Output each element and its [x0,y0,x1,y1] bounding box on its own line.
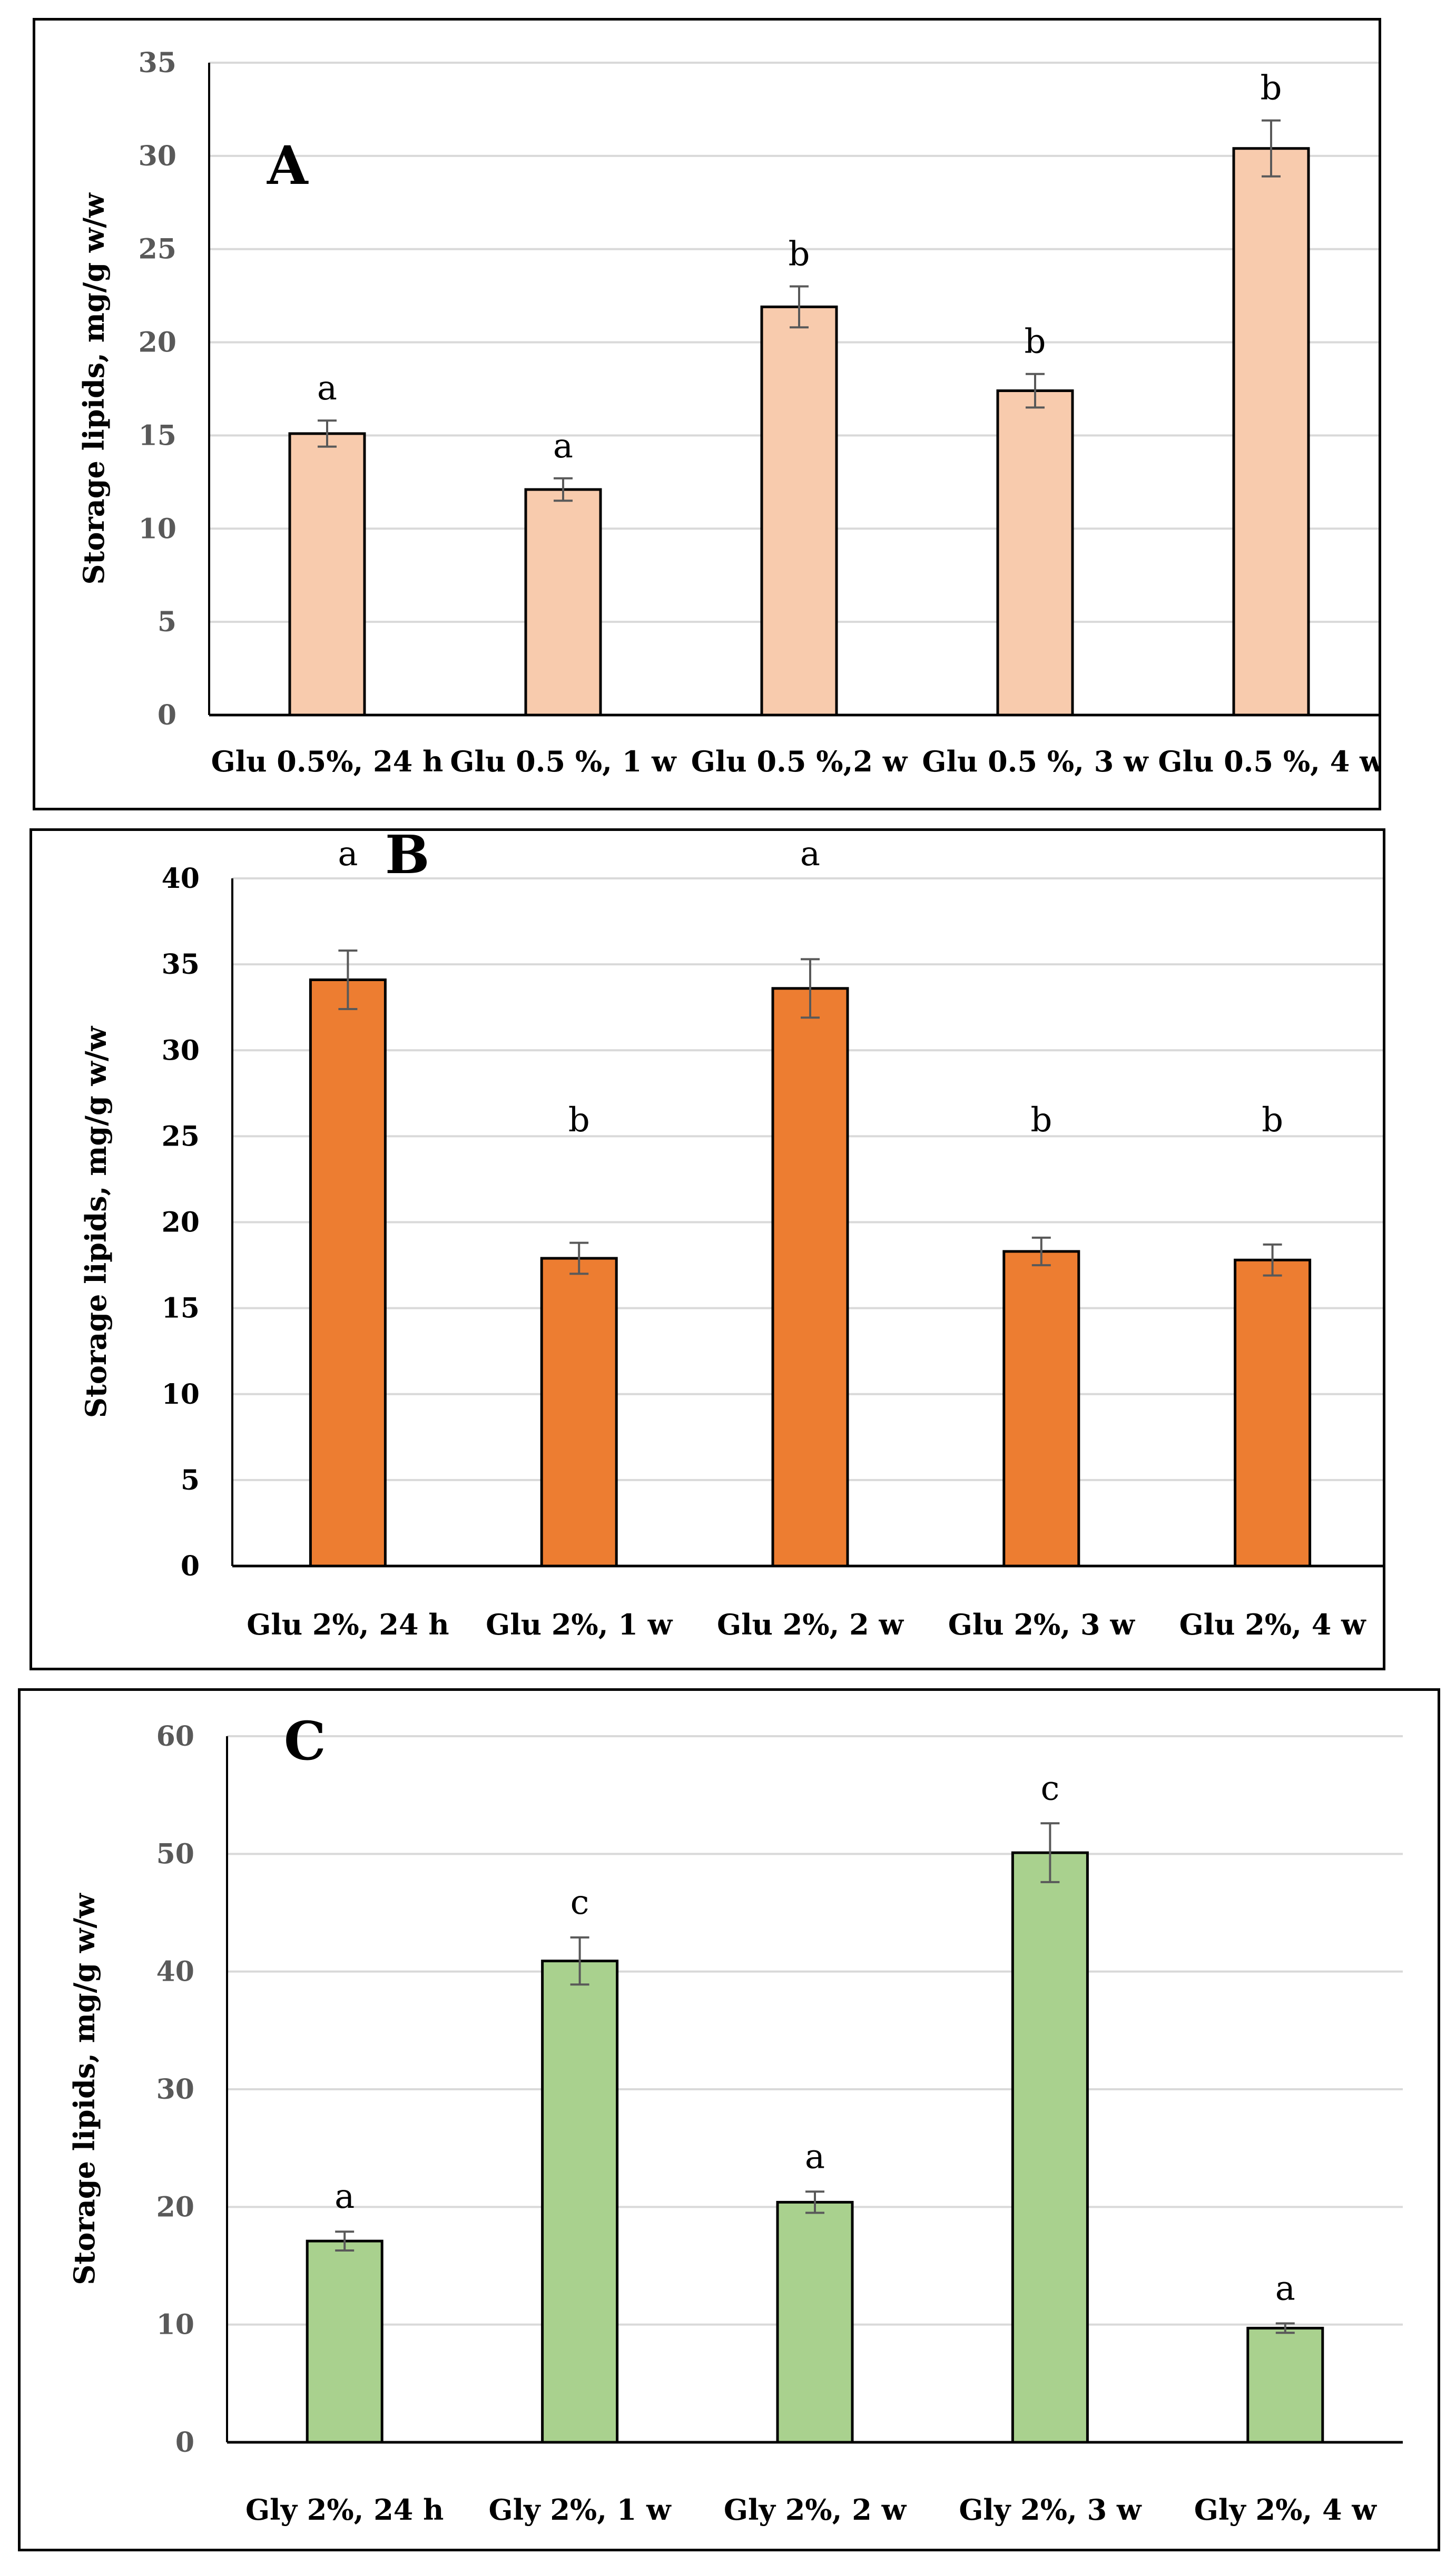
significance-letter: c [570,1883,589,1922]
y-tick-label: 10 [156,2309,194,2341]
y-axis-label: Storage lipids, mg/g w/w [77,192,111,585]
y-tick-label: 15 [139,419,176,452]
bar [776,2200,854,2444]
x-category-label: Gly 2%, 4 w [1194,2493,1378,2527]
bar [540,1257,618,1568]
y-tick-label: 30 [139,140,176,172]
y-tick-label: 20 [156,2191,194,2223]
x-category-label: Glu 0.5 %,2 w [691,745,908,778]
significance-letter: b [789,234,810,273]
y-tick-label: 10 [162,1378,200,1411]
x-category-label: Glu 2%, 24 h [247,1608,449,1641]
y-tick-label: 20 [162,1207,200,1239]
y-tick-label: 30 [156,2073,194,2106]
chart-c: 0 10 20 30 40 50 60 a Gly 2%, 24 h c Gly 2%, 1 w a G… [67,1710,1403,2527]
significance-letter: a [800,835,820,874]
bar [1246,2326,1324,2444]
panel-label: C [284,1710,326,1772]
y-tick-label: 35 [139,47,176,79]
x-category-label: Gly 2%, 3 w [959,2493,1142,2527]
chart-a: 0 5 10 15 20 25 30 35 a Glu 0.5%, 24 h a Glu 0.5 %,… [77,47,1379,778]
x-category-label: Gly 2%, 1 w [489,2493,672,2527]
chart-panel-a: 0 5 10 15 20 25 30 35 a Glu 0.5%, 24 h a Glu 0.5 %,… [33,18,1381,810]
bar [1232,147,1310,717]
bar [1002,1250,1080,1568]
y-tick-label: 0 [175,2426,194,2459]
y-tick-label: 30 [162,1034,200,1066]
y-tick-label: 20 [139,327,176,359]
bar [1011,1851,1089,2444]
y-tick-label: 40 [162,863,200,895]
bar [524,488,602,717]
y-tick-label: 0 [158,699,176,731]
x-category-label: Glu 0.5 %, 1 w [450,745,677,778]
y-axis-label: Storage lipids, mg/g w/w [67,1893,101,2285]
significance-letter: a [335,2177,355,2216]
bar [760,305,838,717]
x-category-label: Glu 2%, 4 w [1179,1608,1367,1641]
significance-letter: b [1030,1101,1052,1140]
y-tick-label: 40 [156,1956,194,1988]
bar [541,1960,619,2444]
bar [771,987,849,1568]
x-category-label: Glu 0.5 %, 4 w [1158,745,1379,778]
significance-letter: b [1262,1101,1283,1140]
x-category-label: Gly 2%, 2 w [724,2493,907,2527]
y-tick-label: 5 [181,1464,200,1496]
x-category-label: Glu 2%, 1 w [486,1608,673,1641]
bar [1234,1258,1312,1568]
y-tick-label: 35 [162,948,200,981]
y-tick-label: 25 [162,1120,200,1152]
y-tick-label: 5 [158,606,176,638]
significance-letter: a [338,835,358,874]
x-category-label: Gly 2%, 24 h [245,2493,444,2527]
bar [309,978,387,1568]
panel-label: B [385,831,430,886]
y-axis-label: Storage lipids, mg/g w/w [79,1025,113,1418]
y-tick-label: 25 [139,233,176,266]
significance-letter: a [805,2137,825,2176]
significance-letter: b [568,1101,590,1140]
chart-panel-c: 0 10 20 30 40 50 60 a Gly 2%, 24 h c Gly 2%, 1 w a G… [18,1688,1440,2551]
panel-label: A [267,134,309,197]
chart-panel-b: 0 5 10 15 20 25 30 35 40 a Glu 2%, 24 h b Glu 2%, 1 … [29,828,1385,1670]
x-category-label: Glu 0.5 %, 3 w [922,745,1149,778]
bar [996,389,1074,717]
y-tick-label: 10 [139,513,176,545]
significance-letter: a [553,427,573,466]
significance-letter: b [1261,69,1282,108]
bar [306,2239,383,2444]
y-tick-label: 0 [181,1550,200,1582]
significance-letter: a [1275,2269,1295,2308]
significance-letter: a [317,369,337,408]
y-tick-label: 15 [162,1293,200,1325]
y-tick-label: 50 [156,1838,194,1870]
x-category-label: Glu 0.5%, 24 h [211,745,444,778]
y-tick-label: 60 [156,1720,194,1753]
x-category-label: Glu 2%, 2 w [717,1608,904,1641]
significance-letter: c [1040,1769,1059,1808]
significance-letter: b [1025,322,1046,361]
x-category-label: Glu 2%, 3 w [948,1608,1136,1641]
chart-b: 0 5 10 15 20 25 30 35 40 a Glu 2%, 24 h b Glu 2%, 1 … [79,831,1383,1641]
bar [288,432,366,717]
